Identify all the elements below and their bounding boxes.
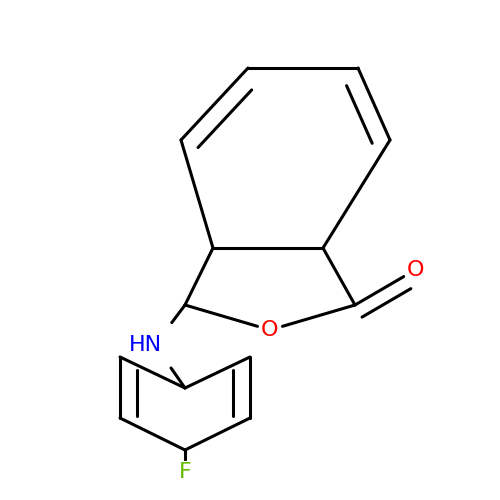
Text: F: F	[178, 462, 192, 482]
Text: O: O	[406, 260, 424, 280]
Text: HN: HN	[128, 335, 162, 355]
Text: O: O	[261, 320, 279, 340]
